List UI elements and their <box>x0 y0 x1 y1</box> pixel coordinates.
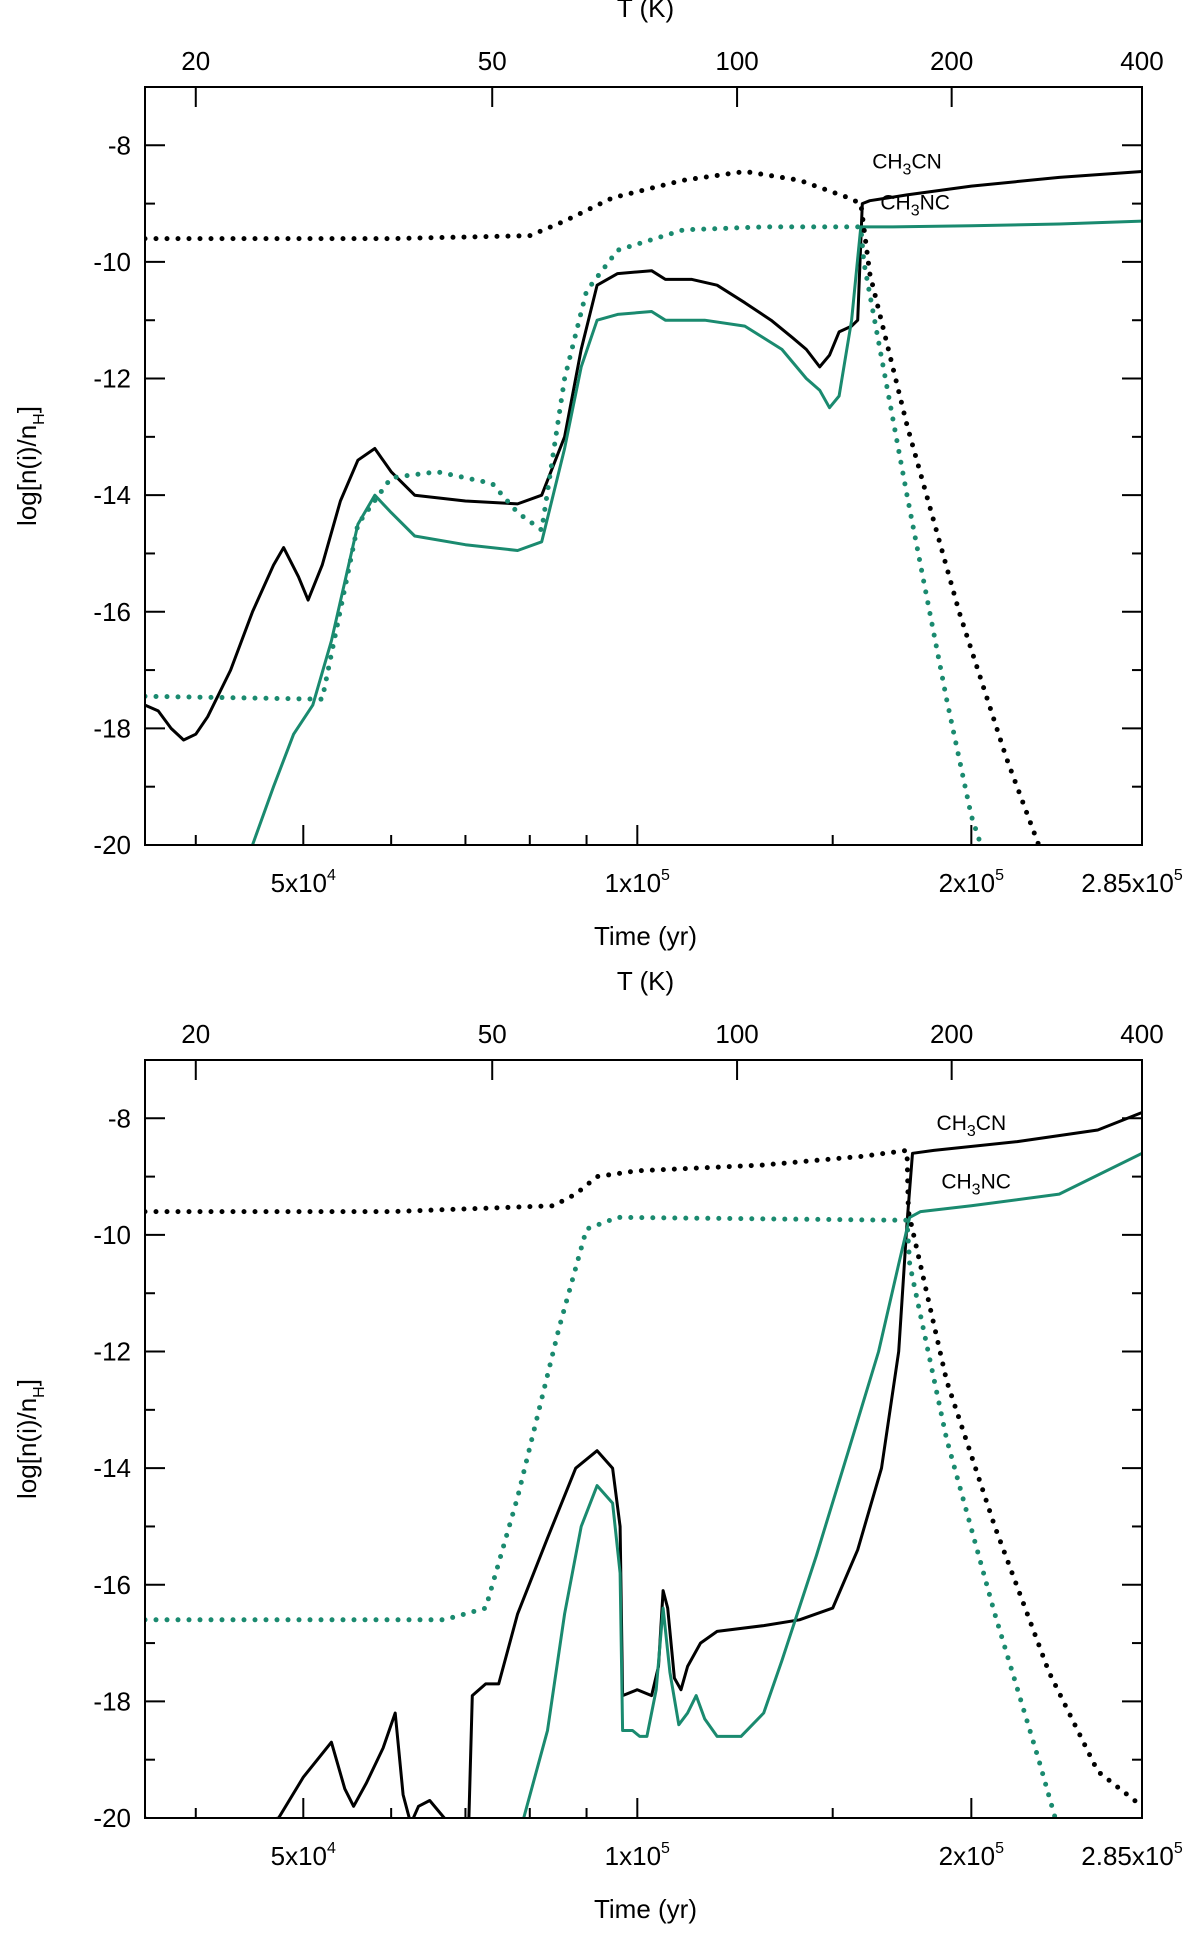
curve-annotation: CH3CN <box>937 1112 1007 1140</box>
series-line-ch3cn-ice <box>145 169 1042 845</box>
x-tick-mantissa: 2x10 <box>939 868 995 898</box>
x-tick-label: 2x105 <box>939 1840 1004 1871</box>
x-tick-label: 5x104 <box>271 1840 336 1871</box>
series-line-ch3nc-ice <box>145 224 984 845</box>
series-line-ch3nc-gas <box>251 219 1142 845</box>
top-tick-label: 400 <box>1120 1019 1163 1049</box>
top-tick-label: 200 <box>930 1019 973 1049</box>
top-tick-label: 50 <box>478 1019 507 1049</box>
x-tick-label: 2.85x105 <box>1081 867 1183 898</box>
y-tick-label: -8 <box>108 130 131 160</box>
x-axis-title: Time (yr) <box>594 921 697 951</box>
plot-frame <box>144 1059 1143 1819</box>
series-line-ch3nc-ice <box>145 1214 1058 1818</box>
y-tick-label: -16 <box>93 597 131 627</box>
y-tick-label: -14 <box>93 480 131 510</box>
x-tick-label: 1x105 <box>605 867 670 898</box>
y-axis-title-end: ] <box>12 406 42 413</box>
y-tick-label: -20 <box>93 830 131 860</box>
x-axis-title: Time (yr) <box>594 1894 697 1924</box>
annotation-pre: CH <box>941 1170 971 1193</box>
series-line-ch3cn-gas <box>145 1111 1142 1818</box>
top-tick-label: 100 <box>715 1019 758 1049</box>
x-tick-exponent: 5 <box>1174 867 1183 884</box>
y-axis-title-sub: H <box>31 413 48 425</box>
top-tick-label: 20 <box>181 46 210 76</box>
x-tick-mantissa: 5x10 <box>271 1841 327 1871</box>
x-tick-label: 2.85x105 <box>1081 1840 1183 1871</box>
y-tick-label: -18 <box>93 713 131 743</box>
x-tick-exponent: 5 <box>1174 1840 1183 1857</box>
y-tick-label: -20 <box>93 1803 131 1833</box>
y-axis-title-end: ] <box>12 1379 42 1386</box>
x-tick-mantissa: 5x10 <box>271 868 327 898</box>
series-line-ch3cn-gas <box>145 170 1142 742</box>
x-tick-mantissa: 1x10 <box>605 868 661 898</box>
top-tick-label: 20 <box>181 1019 210 1049</box>
series-line-ch3nc-gas <box>522 1151 1142 1818</box>
y-axis-title-main: log[n(i)/n <box>12 425 42 526</box>
top-tick-label: 50 <box>478 46 507 76</box>
top-axis-title: T (K) <box>617 0 674 23</box>
y-tick-label: -12 <box>93 364 131 394</box>
y-tick-label: -16 <box>93 1570 131 1600</box>
annotation-sub: 3 <box>967 1123 976 1140</box>
x-tick-mantissa: 2x10 <box>939 1841 995 1871</box>
annotation-sub: 3 <box>903 162 912 179</box>
annotation-pre: CH <box>872 151 902 174</box>
x-tick-exponent: 5 <box>661 867 670 884</box>
top-tick-label: 100 <box>715 46 758 76</box>
top-tick-label: 400 <box>1120 46 1163 76</box>
annotation-sub: 3 <box>911 202 920 219</box>
y-tick-label: -12 <box>93 1337 131 1367</box>
y-tick-label: -18 <box>93 1686 131 1716</box>
annotation-post: CN <box>976 1112 1006 1135</box>
x-tick-exponent: 5 <box>995 1840 1004 1857</box>
x-tick-exponent: 5 <box>661 1840 670 1857</box>
y-axis-title: log[n(i)/nH] <box>12 1379 48 1499</box>
x-tick-mantissa: 2.85x10 <box>1081 868 1174 898</box>
annotation-post: NC <box>981 1170 1011 1193</box>
y-tick-label: -14 <box>93 1453 131 1483</box>
annotation-sub: 3 <box>972 1181 981 1198</box>
x-tick-label: 2x105 <box>939 867 1004 898</box>
series-group <box>145 1111 1142 1818</box>
top-tick-label: 200 <box>930 46 973 76</box>
x-tick-exponent: 4 <box>327 1840 336 1857</box>
x-tick-label: 1x105 <box>605 1840 670 1871</box>
top-axis-title: T (K) <box>617 966 674 996</box>
x-tick-exponent: 5 <box>995 867 1004 884</box>
y-axis-title-sub: H <box>31 1386 48 1398</box>
y-tick-label: -10 <box>93 247 131 277</box>
plot-frame <box>144 86 1143 846</box>
y-tick-label: -10 <box>93 1220 131 1250</box>
annotation-post: CN <box>911 151 941 174</box>
curve-annotation: CH3CN <box>872 151 942 179</box>
x-tick-mantissa: 2.85x10 <box>1081 1841 1174 1871</box>
annotation-pre: CH <box>937 1112 967 1135</box>
series-line-ch3cn-ice <box>145 1147 1142 1809</box>
curve-annotation: CH3NC <box>880 191 950 219</box>
y-axis-title: log[n(i)/nH] <box>12 406 48 526</box>
annotation-post: NC <box>920 191 950 214</box>
y-tick-label: -8 <box>108 1103 131 1133</box>
y-axis-title-main: log[n(i)/n <box>12 1398 42 1499</box>
series-group <box>145 169 1142 845</box>
curve-annotation: CH3NC <box>941 1170 1011 1198</box>
x-tick-mantissa: 1x10 <box>605 1841 661 1871</box>
annotation-pre: CH <box>880 191 910 214</box>
x-tick-exponent: 4 <box>327 867 336 884</box>
x-tick-label: 5x104 <box>271 867 336 898</box>
